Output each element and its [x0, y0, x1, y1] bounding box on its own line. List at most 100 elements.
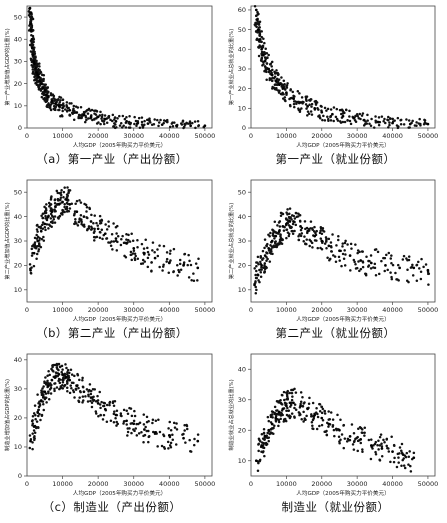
- data-point: [70, 373, 74, 376]
- data-point: [354, 114, 357, 118]
- scatter-points: [28, 362, 200, 453]
- data-point: [339, 438, 342, 441]
- data-point: [386, 268, 389, 272]
- data-point: [127, 120, 131, 124]
- data-point: [193, 120, 197, 123]
- data-point: [97, 121, 100, 124]
- data-point: [174, 443, 178, 446]
- data-point: [180, 123, 184, 126]
- data-point: [30, 266, 33, 269]
- data-point: [263, 246, 266, 250]
- data-point: [369, 457, 373, 461]
- data-point: [64, 375, 68, 379]
- data-point: [275, 86, 278, 90]
- x-axis-label: 人均GDP（2005年购买力平价美元）: [296, 315, 389, 323]
- data-point: [54, 371, 58, 374]
- data-point: [63, 186, 66, 189]
- data-point: [357, 427, 360, 430]
- data-point: [44, 376, 47, 379]
- data-point: [271, 228, 274, 232]
- data-point: [44, 214, 47, 218]
- data-point: [42, 403, 45, 406]
- data-point: [188, 121, 192, 125]
- data-point: [258, 26, 261, 29]
- data-point: [151, 249, 154, 252]
- data-point: [86, 400, 90, 403]
- data-point: [58, 198, 62, 202]
- data-point: [262, 37, 265, 40]
- data-point: [273, 424, 276, 427]
- data-point: [67, 376, 71, 379]
- data-point: [263, 454, 266, 458]
- data-point: [337, 255, 341, 259]
- data-point: [40, 95, 44, 99]
- data-point: [167, 261, 171, 265]
- data-point: [53, 382, 57, 385]
- data-point: [59, 99, 62, 102]
- data-point: [366, 113, 369, 117]
- data-point: [357, 116, 361, 120]
- data-point: [398, 446, 402, 449]
- data-point: [162, 434, 166, 438]
- data-point: [136, 257, 140, 260]
- data-point: [89, 396, 93, 399]
- data-point: [79, 214, 83, 217]
- data-point: [61, 383, 64, 387]
- data-point: [257, 12, 260, 16]
- data-point: [352, 448, 356, 451]
- data-point: [171, 433, 174, 436]
- data-point: [31, 17, 35, 21]
- data-point: [329, 108, 333, 111]
- data-point: [89, 220, 93, 223]
- data-point: [116, 224, 119, 228]
- data-point: [89, 115, 93, 119]
- data-point: [380, 259, 383, 263]
- y-axis-label: 第二产业增加值占GDP的比重(%): [3, 202, 11, 279]
- data-point: [45, 218, 49, 222]
- data-point: [68, 207, 72, 210]
- data-point: [61, 380, 65, 384]
- data-point: [125, 242, 128, 245]
- data-point: [130, 258, 133, 262]
- data-point: [170, 122, 174, 125]
- data-point: [36, 244, 39, 248]
- data-point: [387, 450, 391, 453]
- data-point: [83, 120, 87, 124]
- data-point: [378, 435, 382, 439]
- data-point: [188, 438, 191, 442]
- data-point: [101, 113, 104, 117]
- data-point: [48, 373, 51, 377]
- data-point: [120, 414, 123, 418]
- data-point: [332, 119, 335, 123]
- data-point: [135, 124, 138, 127]
- data-point: [167, 433, 171, 437]
- data-point: [32, 243, 35, 246]
- data-point: [156, 248, 159, 251]
- data-point: [81, 379, 84, 382]
- data-point: [352, 431, 356, 435]
- data-point: [407, 455, 411, 458]
- data-point: [28, 446, 32, 450]
- data-point: [286, 82, 289, 85]
- data-point: [288, 220, 292, 223]
- x-tick-label: 20000: [311, 132, 332, 140]
- data-point: [338, 259, 341, 262]
- data-point: [374, 274, 378, 277]
- data-point: [382, 438, 385, 442]
- data-point: [120, 237, 123, 241]
- data-point: [310, 413, 313, 416]
- data-point: [176, 264, 179, 267]
- data-point: [49, 212, 53, 216]
- data-point: [113, 116, 117, 119]
- data-point: [47, 227, 50, 230]
- data-point: [376, 250, 380, 254]
- data-point: [182, 126, 185, 130]
- data-point: [269, 244, 272, 247]
- data-point: [47, 201, 51, 205]
- data-point: [36, 235, 40, 239]
- data-point: [323, 242, 327, 245]
- data-point: [290, 229, 293, 233]
- scatter-points: [254, 387, 416, 473]
- data-point: [265, 78, 268, 81]
- data-point: [257, 279, 260, 282]
